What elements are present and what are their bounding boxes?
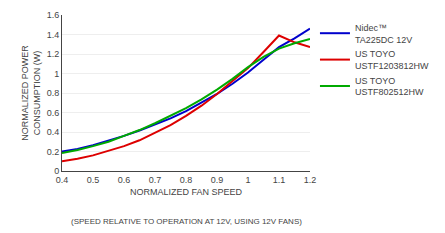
svg-text:1: 1: [245, 175, 250, 185]
svg-text:1.6: 1.6: [47, 10, 60, 20]
svg-text:0.6: 0.6: [118, 175, 131, 185]
svg-text:NORMALIZED FAN SPEED: NORMALIZED FAN SPEED: [130, 187, 243, 197]
svg-text:NORMALIZED POWERCONSUMPTION (W: NORMALIZED POWERCONSUMPTION (W): [20, 45, 42, 141]
svg-text:1: 1: [54, 69, 59, 79]
svg-text:0.2: 0.2: [47, 147, 60, 157]
svg-text:0.4: 0.4: [56, 175, 69, 185]
svg-text:(SPEED RELATIVE TO OPERATION A: (SPEED RELATIVE TO OPERATION AT 12V, USI…: [71, 217, 302, 226]
svg-text:1.4: 1.4: [47, 30, 60, 40]
svg-text:0.6: 0.6: [47, 108, 60, 118]
svg-text:0.8: 0.8: [47, 88, 60, 98]
svg-text:US TOYOUSTF1203812HW: US TOYOUSTF1203812HW: [355, 49, 429, 71]
svg-text:0.9: 0.9: [211, 175, 224, 185]
svg-text:US TOYOUSTF802512HW: US TOYOUSTF802512HW: [355, 76, 424, 98]
svg-text:0.7: 0.7: [149, 175, 162, 185]
svg-text:1.1: 1.1: [273, 175, 286, 185]
svg-text:Nidec™TA225DC 12V: Nidec™TA225DC 12V: [355, 23, 412, 45]
svg-text:0.4: 0.4: [47, 127, 60, 137]
svg-text:1.2: 1.2: [47, 49, 60, 59]
svg-text:0: 0: [54, 166, 59, 176]
svg-text:1.2: 1.2: [304, 175, 317, 185]
svg-text:0.8: 0.8: [180, 175, 193, 185]
svg-text:0.5: 0.5: [87, 175, 100, 185]
